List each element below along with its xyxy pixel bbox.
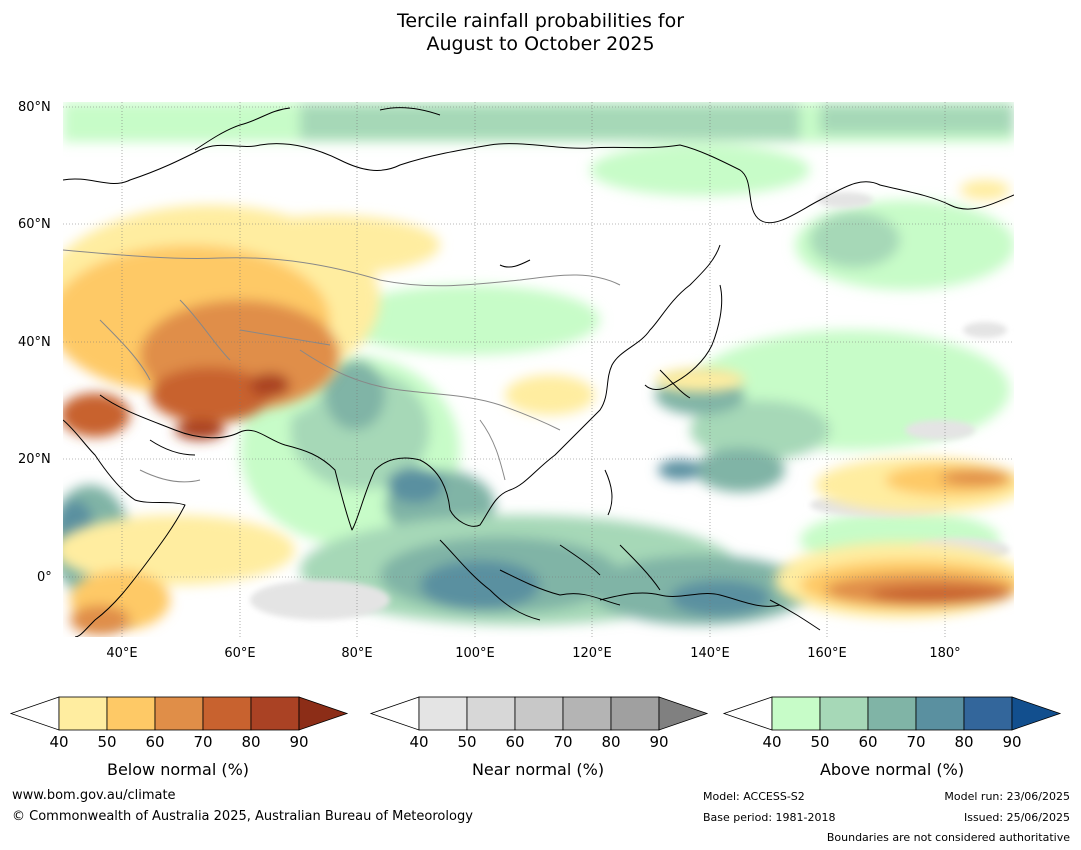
colorbar-cell xyxy=(867,696,917,731)
colorbar-tick-label: 60 xyxy=(145,733,164,751)
colorbar-tick-label: 70 xyxy=(553,733,572,751)
model-text: Model: ACCESS-S2 xyxy=(703,790,805,803)
lon-label-80e: 80°E xyxy=(341,646,373,661)
lon-label-100e: 100°E xyxy=(455,646,495,661)
lat-label-80n: 80°N xyxy=(18,100,51,115)
colorbar-tick-label: 60 xyxy=(858,733,877,751)
lat-label-0: 0° xyxy=(37,570,52,585)
chart-title: Tercile rainfall probabilities for Augus… xyxy=(0,10,1081,56)
colorbar-tick-label: 40 xyxy=(49,733,68,751)
title-line-1: Tercile rainfall probabilities for xyxy=(396,10,685,32)
colorbar-right-extension xyxy=(298,696,349,731)
colorbar-cell xyxy=(771,696,821,731)
disclaimer-text: Boundaries are not considered authoritat… xyxy=(826,831,1070,844)
copyright-text: © Commonwealth of Australia 2025, Austra… xyxy=(12,809,473,824)
colorbar-cell xyxy=(154,696,204,731)
lon-label-60e: 60°E xyxy=(224,646,256,661)
colorbar-tick-label: 60 xyxy=(505,733,524,751)
colorbar-cell xyxy=(418,696,468,731)
issued-text: Issued: 25/06/2025 xyxy=(963,811,1070,824)
colorbar-cell xyxy=(819,696,869,731)
colorbar-title-below-normal: Below normal (%) xyxy=(106,760,250,779)
above-normal-field xyxy=(63,102,1014,625)
colorbar-title-near-normal: Near normal (%) xyxy=(471,760,605,779)
colorbar-tick-label: 80 xyxy=(241,733,260,751)
website-text: www.bom.gov.au/climate xyxy=(12,788,176,803)
colorbar-cell xyxy=(963,696,1013,731)
coastlines xyxy=(63,107,1014,637)
colorbar-cell xyxy=(562,696,612,731)
colorbar-cell xyxy=(202,696,252,731)
colorbar-cell xyxy=(610,696,660,731)
colorbar-tick-label: 40 xyxy=(409,733,428,751)
colorbar-tick-label: 90 xyxy=(1002,733,1021,751)
colorbar-tick-label: 80 xyxy=(601,733,620,751)
title-line-2: August to October 2025 xyxy=(426,33,655,55)
lon-label-180: 180° xyxy=(929,646,961,661)
lon-label-160e: 160°E xyxy=(807,646,847,661)
colorbar-cell xyxy=(106,696,156,731)
base-period-text: Base period: 1981-2018 xyxy=(703,811,836,824)
colorbar-cell xyxy=(514,696,564,731)
country-boundaries xyxy=(63,249,621,483)
colorbar-legend: 40 50 60 70 80 90 40 50 60 70 80 90 40 50 60 70 80 90 xyxy=(9,696,1062,751)
model-run-text: Model run: 23/06/2025 xyxy=(944,790,1070,803)
colorbar-tick-label: 70 xyxy=(193,733,212,751)
colorbar-left-extension xyxy=(9,696,60,731)
lat-label-60n: 60°N xyxy=(18,217,51,232)
colorbar-title-above-normal: Above normal (%) xyxy=(819,760,965,779)
map-panel xyxy=(63,102,1014,637)
colorbar-tick-label: 40 xyxy=(762,733,781,751)
colorbar-tick-label: 80 xyxy=(954,733,973,751)
colorbar-tick-label: 90 xyxy=(289,733,308,751)
colorbar-cell xyxy=(466,696,516,731)
rainfall-probability-map xyxy=(63,102,1014,637)
lat-label-20n: 20°N xyxy=(18,452,51,467)
colorbar-right-extension xyxy=(1011,696,1062,731)
colorbar-left-extension xyxy=(722,696,773,731)
colorbar-cell xyxy=(250,696,300,731)
colorbar-tick-label: 90 xyxy=(649,733,668,751)
lon-label-120e: 120°E xyxy=(572,646,612,661)
colorbar-tick-label: 50 xyxy=(810,733,829,751)
colorbar-above-normal: 40 50 60 70 80 90 xyxy=(722,696,1062,751)
lat-label-40n: 40°N xyxy=(18,335,51,350)
colorbar-cell xyxy=(58,696,108,731)
lon-label-140e: 140°E xyxy=(690,646,730,661)
colorbar-tick-label: 50 xyxy=(97,733,116,751)
colorbar-below-normal: 40 50 60 70 80 90 xyxy=(9,696,349,751)
colorbar-near-normal: 40 50 60 70 80 90 xyxy=(369,696,709,751)
colorbar-cell xyxy=(915,696,965,731)
colorbar-tick-label: 50 xyxy=(457,733,476,751)
graticule xyxy=(63,102,1014,637)
lon-label-40e: 40°E xyxy=(106,646,138,661)
colorbar-tick-label: 70 xyxy=(906,733,925,751)
colorbar-right-extension xyxy=(658,696,709,731)
colorbar-left-extension xyxy=(369,696,420,731)
